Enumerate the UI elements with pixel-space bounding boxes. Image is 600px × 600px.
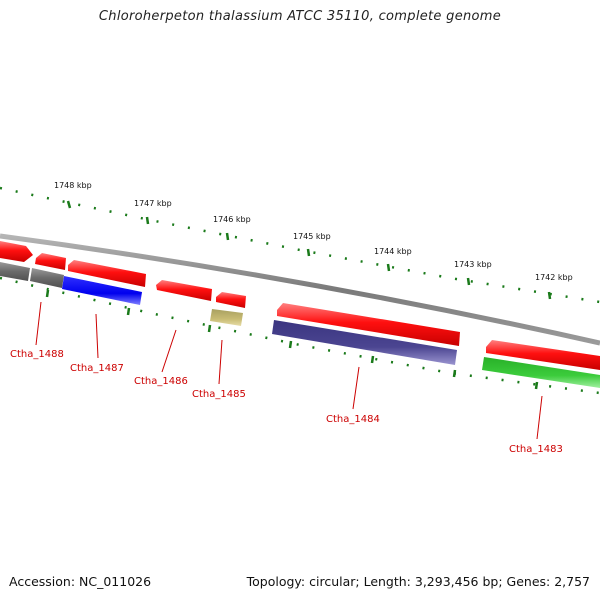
inner-major-tick [452, 369, 457, 378]
forward-gene-arrow [68, 260, 146, 287]
ctha-1485-gene [210, 309, 243, 326]
inner-major-tick [207, 324, 212, 333]
gene-label-ctha-1487: Ctha_1487 [70, 363, 124, 374]
forward-strand-genes [0, 241, 600, 370]
forward-gene-arrow [0, 241, 33, 262]
label-leaders [35, 301, 543, 440]
outer-major-tick [386, 263, 391, 272]
leader-ctha-1485 [218, 339, 223, 385]
leader-ctha-1487 [95, 313, 99, 359]
ctha-1488b-gene [30, 268, 64, 288]
forward-gene-arrow [216, 292, 246, 308]
ctha-1486-gene [156, 280, 212, 301]
axis-label-1744: 1744 kbp [374, 247, 412, 256]
leader-ctha-1486 [161, 329, 177, 373]
outer-tick-track [0, 186, 600, 304]
axis-label-1743: 1743 kbp [454, 260, 492, 269]
axis-label-1742: 1742 kbp [535, 273, 573, 282]
reverse-strand-genes [0, 262, 600, 388]
genome-backbone [0, 233, 600, 346]
ctha-1484-gene [272, 320, 457, 365]
forward-gene-arrow [35, 253, 66, 270]
inner-tick-track [0, 276, 600, 395]
gene-label-ctha-1488: Ctha_1488 [10, 349, 64, 360]
outer-major-tick [466, 277, 471, 286]
outer-major-tick [66, 200, 72, 209]
outer-major-tick [306, 248, 311, 257]
gene-label-ctha-1486: Ctha_1486 [134, 376, 188, 387]
map-title: Chloroherpeton thalassium ATCC 35110, co… [98, 9, 502, 24]
axis-label-1746: 1746 kbp [213, 215, 251, 224]
gene-label-ctha-1485: Ctha_1485 [192, 389, 246, 400]
forward-gene-arrow [486, 340, 600, 370]
ctha-1483-gene [482, 357, 600, 388]
outer-major-tick [225, 232, 230, 241]
leader-ctha-1484 [352, 366, 360, 410]
gene-label-ctha-1484: Ctha_1484 [326, 414, 380, 425]
leader-ctha-1483 [536, 395, 543, 440]
inner-major-tick [126, 307, 131, 316]
axis-label-1745: 1745 kbp [293, 232, 331, 241]
axis-label-1747: 1747 kbp [134, 199, 172, 208]
ctha-1487-gene [62, 276, 142, 305]
gene-label-ctha-1483: Ctha_1483 [509, 444, 563, 455]
outer-major-tick [547, 291, 552, 300]
ctha-1488-gene [0, 262, 30, 281]
inner-major-tick [534, 381, 539, 390]
outer-major-tick [145, 216, 150, 225]
inner-major-tick [288, 340, 293, 349]
accession-text: Accession: NC_011026 [9, 574, 152, 589]
inner-major-tick [45, 289, 50, 298]
axis-label-1748: 1748 kbp [54, 181, 92, 190]
leader-ctha-1488 [35, 301, 42, 346]
inner-major-tick [370, 355, 375, 364]
genome-summary-text: Topology: circular; Length: 3,293,456 bp… [246, 574, 590, 589]
forward-gene-arrow [277, 303, 460, 346]
